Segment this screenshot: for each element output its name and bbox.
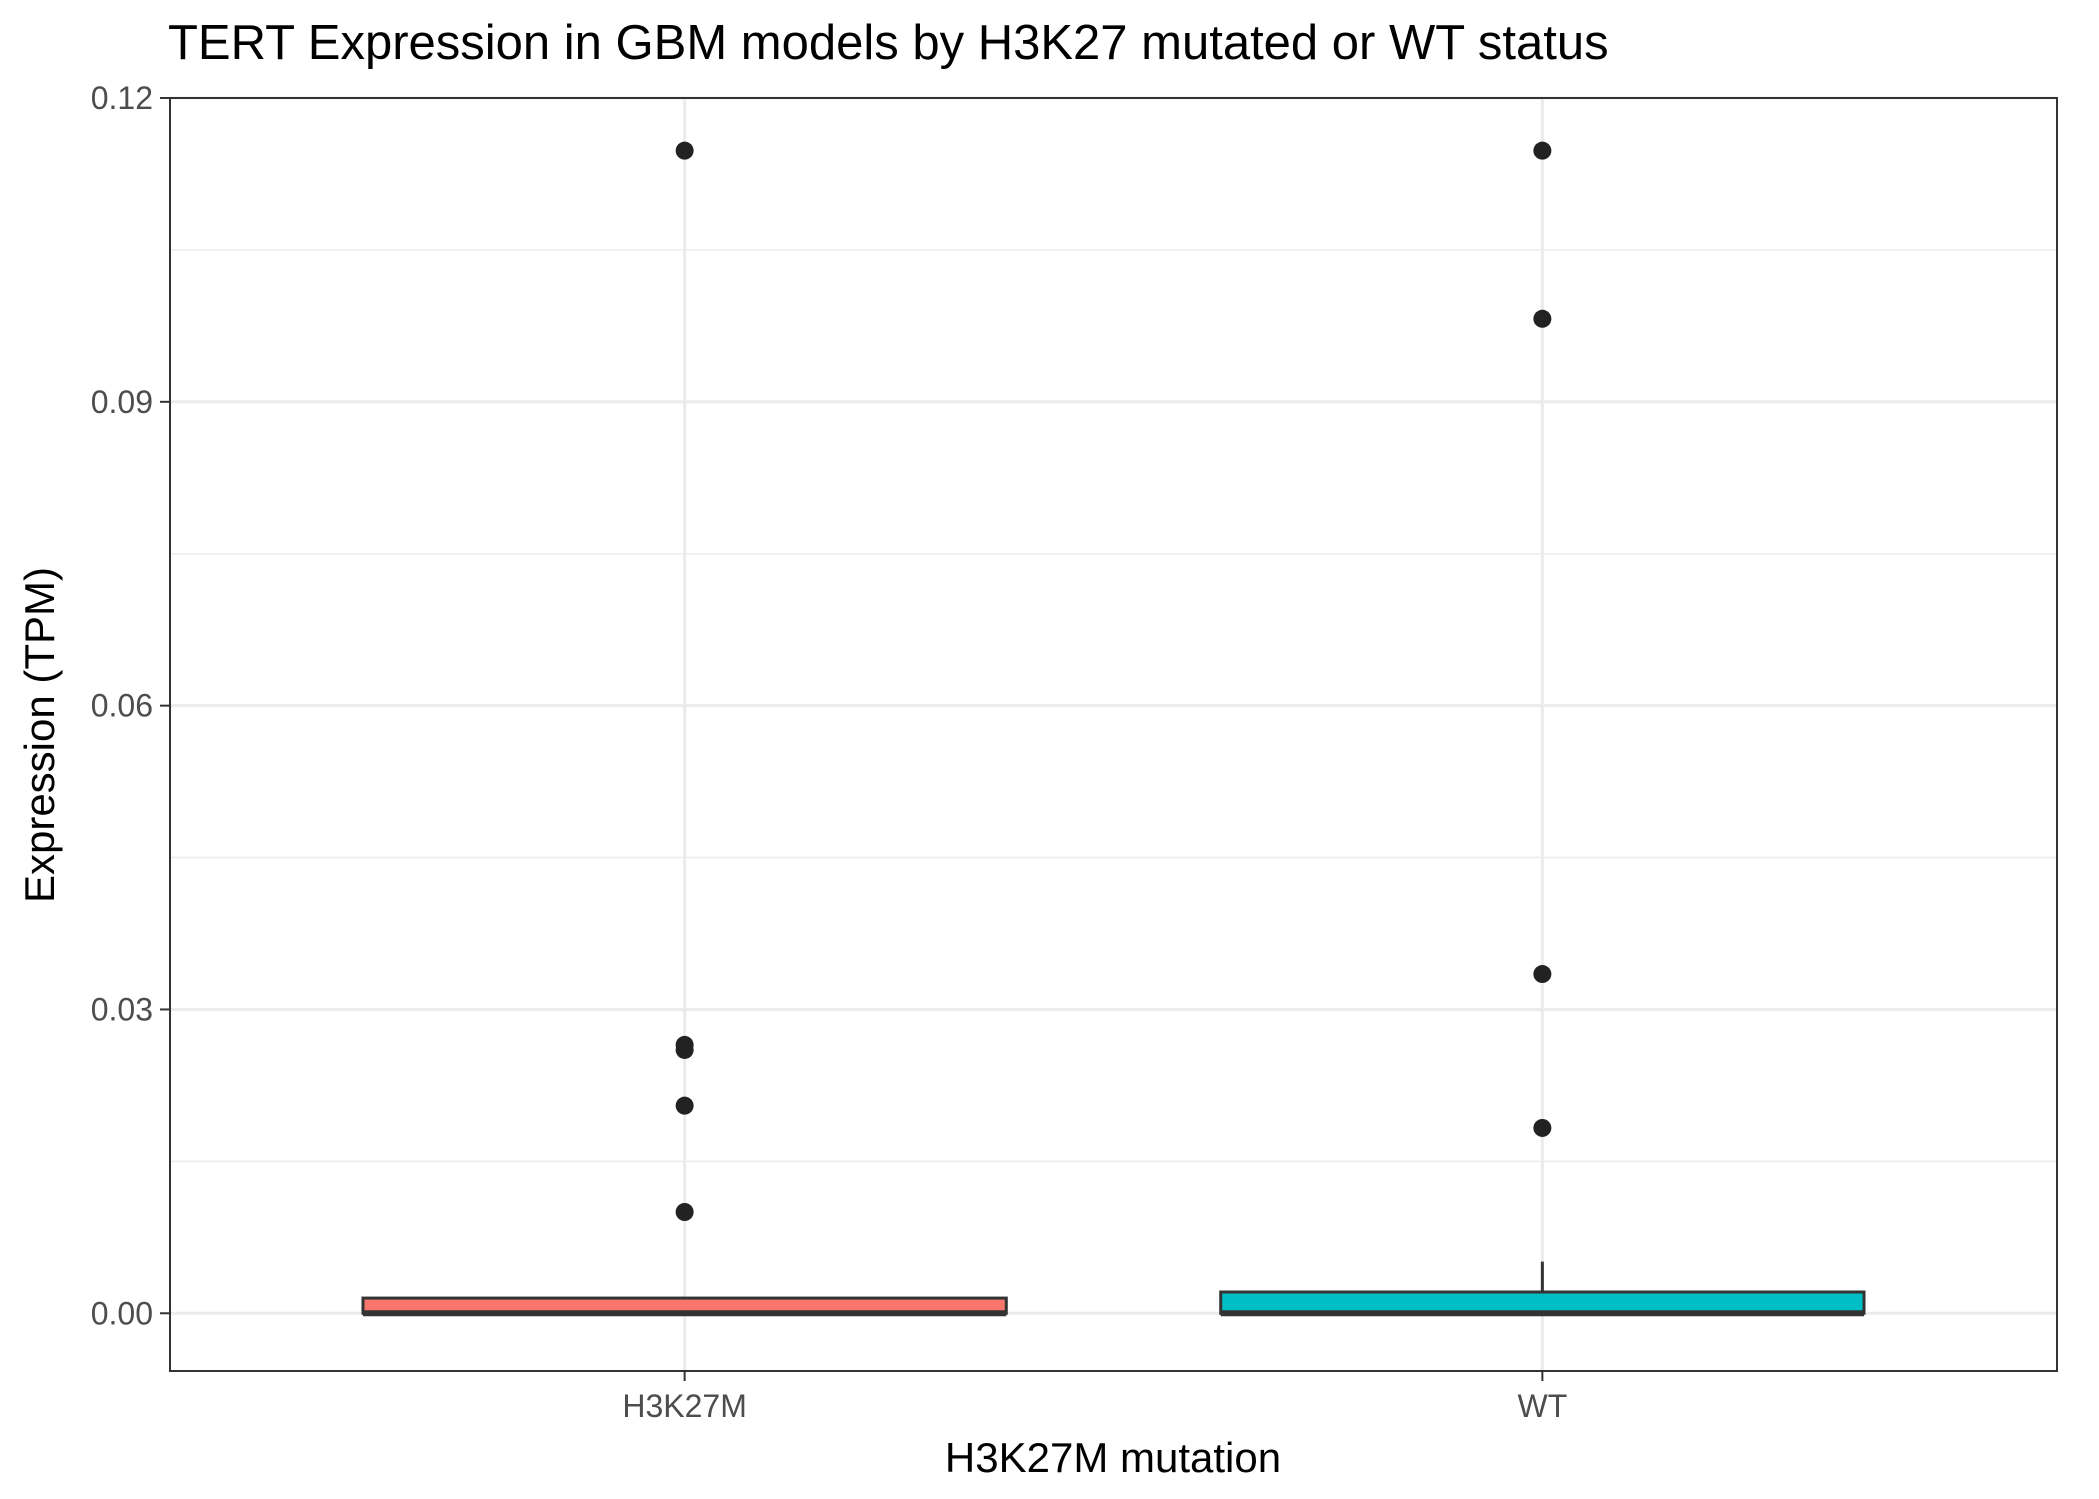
outlier-point bbox=[1533, 965, 1552, 984]
plot-panel-border bbox=[169, 97, 2058, 1372]
outlier-point bbox=[1533, 309, 1552, 328]
y-axis: 0.00 0.03 0.06 0.09 0.12 bbox=[91, 80, 170, 1331]
y-tick-label: 0.03 bbox=[91, 991, 153, 1027]
box-iqr bbox=[1219, 1290, 1866, 1315]
x-axis-title: H3K27M mutation bbox=[945, 1434, 1281, 1481]
y-tick-label: 0.12 bbox=[91, 80, 153, 116]
chart-title: TERT Expression in GBM models by H3K27 m… bbox=[168, 16, 1609, 70]
outlier-point bbox=[675, 1040, 694, 1059]
y-tick-label: 0.00 bbox=[91, 1295, 153, 1331]
box-layer bbox=[361, 1261, 1866, 1317]
x-axis: H3K27M WT bbox=[622, 1371, 1567, 1424]
outlier-point bbox=[675, 1203, 694, 1222]
outlier-point bbox=[675, 1096, 694, 1115]
box-group bbox=[361, 1296, 1008, 1317]
grid-lines bbox=[170, 96, 2057, 1371]
y-axis-title: Expression (TPM) bbox=[16, 567, 63, 903]
outlier-point bbox=[675, 141, 694, 160]
y-tick-label: 0.06 bbox=[91, 688, 153, 724]
outlier-point bbox=[1533, 141, 1552, 160]
outlier-point bbox=[1533, 1118, 1552, 1137]
x-tick-label: H3K27M bbox=[622, 1388, 747, 1424]
y-tick-label: 0.09 bbox=[91, 384, 153, 420]
x-tick-label: WT bbox=[1517, 1388, 1567, 1424]
outlier-layer bbox=[675, 141, 1552, 1222]
box-group bbox=[1219, 1261, 1866, 1317]
